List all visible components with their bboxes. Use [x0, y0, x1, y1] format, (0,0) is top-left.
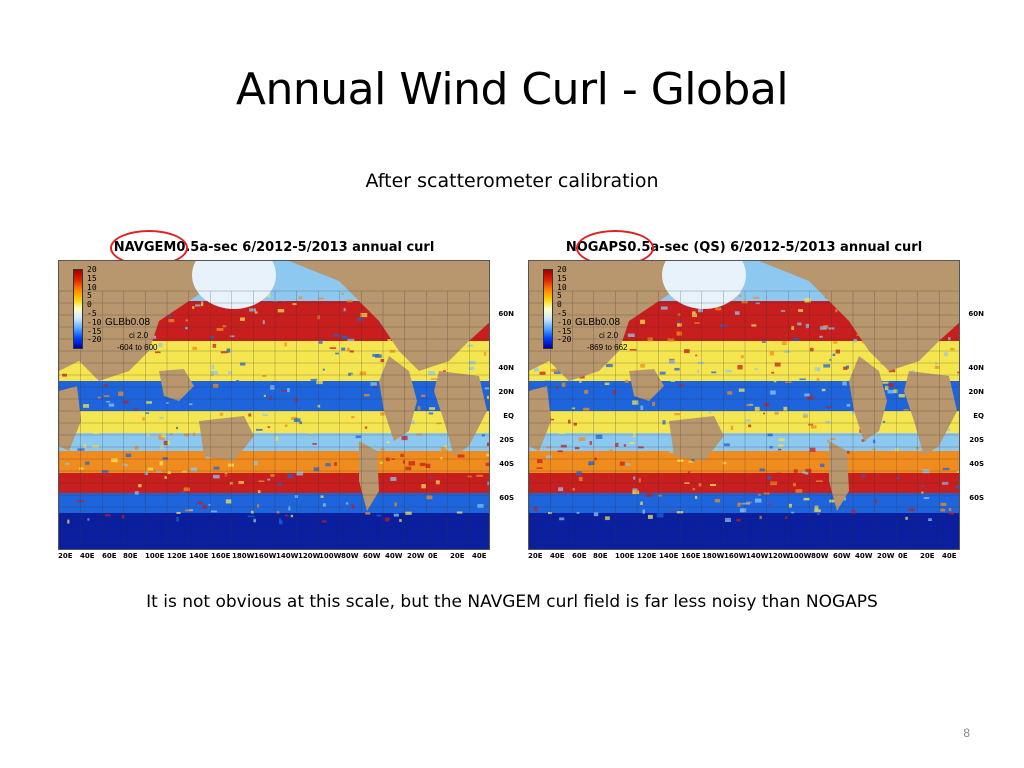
lon-label: 180W [702, 552, 725, 560]
lon-label: 0E [898, 552, 908, 560]
nogaps-title-rest: 0.5a-sec (QS) 6/2012-5/2013 annual curl [627, 240, 923, 255]
navgem-colorbar-labels: 20 15 10 5 0 -5 -10 -15 -20 [87, 265, 102, 345]
lon-label: 100W [319, 552, 342, 560]
lon-label: 160E [211, 552, 231, 560]
nogaps-map-image [529, 261, 959, 549]
navgem-colorbar [73, 269, 83, 349]
navgem-curl-map: 20 15 10 5 0 -5 -10 -15 -20 GLBb0.08 ci 2.0 -6… [58, 260, 490, 550]
slide-caption: It is not obvious at this scale, but the… [146, 592, 878, 612]
lon-label: 80E [123, 552, 138, 560]
lon-label: 20E [528, 552, 543, 560]
navgem-map-image [59, 261, 489, 549]
lon-label: 40E [80, 552, 95, 560]
slide-title: Annual Wind Curl - Global [235, 64, 789, 115]
lon-label: 40W [385, 552, 403, 560]
nogaps-lat-labels: 60N 40N 20N EQ 20S 40S 60S [968, 310, 984, 502]
slide-subtitle: After scatterometer calibration [365, 170, 659, 192]
lon-label: 60W [833, 552, 851, 560]
lon-label: 140E [189, 552, 209, 560]
lon-label: 160E [681, 552, 701, 560]
nogaps-colorbar [543, 269, 553, 349]
lon-label: 180W [232, 552, 255, 560]
lon-label: 160W [724, 552, 747, 560]
navgem-legend: 20 15 10 5 0 -5 -10 -15 -20 GLBb0.08 ci 2.0 -6… [67, 265, 163, 353]
lon-label: 40E [550, 552, 565, 560]
lon-label: 120E [167, 552, 187, 560]
nogaps-colorbar-labels: 20 15 10 5 0 -5 -10 -15 -20 [557, 265, 572, 345]
navgem-range: -604 to 600 [117, 343, 158, 352]
nogaps-contour-interval: ci 2.0 [599, 331, 619, 340]
lon-label: 40E [472, 552, 487, 560]
navgem-contour-interval: ci 2.0 [129, 331, 149, 340]
slide-number: 8 [963, 726, 970, 740]
lon-label: 140E [659, 552, 679, 560]
lon-label: 20E [58, 552, 73, 560]
navgem-lon-labels: 20E 40E 60E 80E 100E 120E 140E 160E 180W 160W 140W… [58, 552, 490, 564]
lon-label: 20W [877, 552, 895, 560]
navgem-panel: NAVGEM0.5a-sec 6/2012-5/2013 annual curl… [54, 230, 514, 566]
lon-label: 140W [746, 552, 769, 560]
lon-label: 120W [768, 552, 791, 560]
lon-label: 40W [855, 552, 873, 560]
lon-label: 60W [363, 552, 381, 560]
lon-label: 60E [572, 552, 587, 560]
lon-label: 100E [615, 552, 635, 560]
nogaps-legend: 20 15 10 5 0 -5 -10 -15 -20 GLBb0.08 ci 2.0 -8… [537, 265, 633, 353]
lon-label: 160W [254, 552, 277, 560]
nogaps-grid-name: GLBb0.08 [575, 317, 621, 328]
lon-label: 20E [920, 552, 935, 560]
lon-label: 140W [276, 552, 299, 560]
nogaps-range: -869 to 662 [587, 343, 628, 352]
lon-label: 60E [102, 552, 117, 560]
lon-label: 20E [450, 552, 465, 560]
nogaps-lon-labels: 20E 40E 60E 80E 100E 120E 140E 160E 180W 160W 140W… [528, 552, 960, 564]
nogaps-panel: NOGAPS0.5a-sec (QS) 6/2012-5/2013 annual… [524, 230, 984, 566]
nogaps-curl-map: 20 15 10 5 0 -5 -10 -15 -20 GLBb0.08 ci 2.0 -8… [528, 260, 960, 550]
lon-label: 100W [789, 552, 812, 560]
lon-label: 80W [811, 552, 829, 560]
navgem-lat-labels: 60N 40N 20N EQ 20S 40S 60S [498, 310, 514, 502]
lon-label: 120E [637, 552, 657, 560]
lon-label: 80W [341, 552, 359, 560]
lon-label: 80E [593, 552, 608, 560]
lon-label: 40E [942, 552, 957, 560]
navgem-grid-name: GLBb0.08 [105, 317, 151, 328]
lon-label: 100E [145, 552, 165, 560]
lon-label: 20W [407, 552, 425, 560]
lon-label: 120W [298, 552, 321, 560]
navgem-title-rest: 0.5a-sec 6/2012-5/2013 annual curl [176, 240, 435, 255]
lon-label: 0E [428, 552, 438, 560]
